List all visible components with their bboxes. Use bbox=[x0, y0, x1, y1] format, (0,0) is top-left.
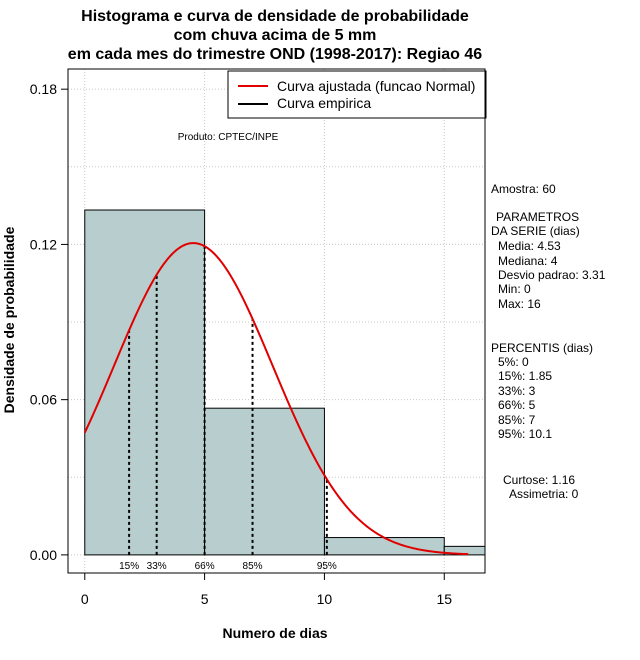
x-axis: 0 5 10 15 bbox=[81, 572, 452, 607]
histogram-bar-2 bbox=[204, 407, 325, 556]
percentile-label-66: 66% bbox=[195, 561, 215, 572]
histogram-bar-3 bbox=[323, 537, 445, 556]
chart-title-line-3: em cada mes do trimestre OND (1998-2017)… bbox=[68, 46, 483, 63]
param-max: Max: 16 bbox=[498, 297, 541, 311]
percentile-label-33: 33% bbox=[147, 561, 167, 572]
percentil-33: 33%: 3 bbox=[498, 384, 536, 398]
params-heading-2: DA SERIE (dias) bbox=[491, 224, 580, 238]
param-desvio: Desvio padrao: 3.31 bbox=[498, 268, 606, 282]
stats-panel: Amostra: 60 PARAMETROS DA SERIE (dias) M… bbox=[491, 182, 606, 501]
percentile-label-95: 95% bbox=[317, 561, 337, 572]
x-axis-title: Numero de dias bbox=[222, 625, 327, 641]
percentis-heading: PERCENTIS (dias) bbox=[491, 341, 593, 355]
histogram-bars bbox=[84, 209, 486, 556]
percentil-66: 66%: 5 bbox=[498, 398, 536, 412]
legend: Curva ajustada (funcao Normal) Curva emp… bbox=[227, 70, 487, 119]
params-heading-1: PARAMETROS bbox=[496, 210, 579, 224]
y-axis: 0.00 0.06 0.12 0.18 bbox=[30, 81, 69, 563]
x-tick-label: 0 bbox=[81, 591, 89, 607]
x-tick-label: 5 bbox=[201, 591, 209, 607]
fitted-curve-layer bbox=[83, 242, 469, 556]
x-tick-label: 15 bbox=[436, 591, 452, 607]
percentile-lines bbox=[128, 246, 328, 555]
legend-fitted-label: Curva ajustada (funcao Normal) bbox=[277, 78, 475, 94]
percentil-5: 5%: 0 bbox=[498, 355, 529, 369]
y-tick-label: 0.12 bbox=[30, 236, 57, 252]
fitted-normal-curve bbox=[83, 242, 469, 556]
y-tick-label: 0.18 bbox=[30, 81, 57, 97]
percentile-label-15: 15% bbox=[119, 561, 139, 572]
percentile-labels: 15% 33% 66% 85% 95% bbox=[119, 561, 337, 572]
y-tick-label: 0.00 bbox=[30, 547, 57, 563]
percentil-95: 95%: 10.1 bbox=[498, 427, 552, 441]
param-min: Min: 0 bbox=[498, 282, 531, 296]
percentil-15: 15%: 1.85 bbox=[498, 369, 552, 383]
x-tick-label: 10 bbox=[317, 591, 333, 607]
sample-size: Amostra: 60 bbox=[491, 182, 556, 196]
product-credit: Produto: CPTEC/INPE bbox=[178, 132, 279, 143]
histogram-bar-1 bbox=[84, 209, 206, 556]
legend-box bbox=[227, 70, 487, 119]
chart-title-line-1: Histograma e curva de densidade de proba… bbox=[81, 8, 469, 25]
percentil-85: 85%: 7 bbox=[498, 413, 536, 427]
legend-empirical-label: Curva empirica bbox=[277, 95, 371, 111]
percentile-label-85: 85% bbox=[243, 561, 263, 572]
param-media: Media: 4.53 bbox=[498, 239, 561, 253]
curtose: Curtose: 1.16 bbox=[503, 473, 575, 487]
chart-title-line-2: com chuva acima de 5 mm bbox=[174, 27, 377, 44]
assimetria: Assimetria: 0 bbox=[509, 487, 579, 501]
y-axis-title: Densidade de probabilidade bbox=[1, 226, 17, 413]
y-tick-label: 0.06 bbox=[30, 392, 57, 408]
param-mediana: Mediana: 4 bbox=[498, 254, 558, 268]
